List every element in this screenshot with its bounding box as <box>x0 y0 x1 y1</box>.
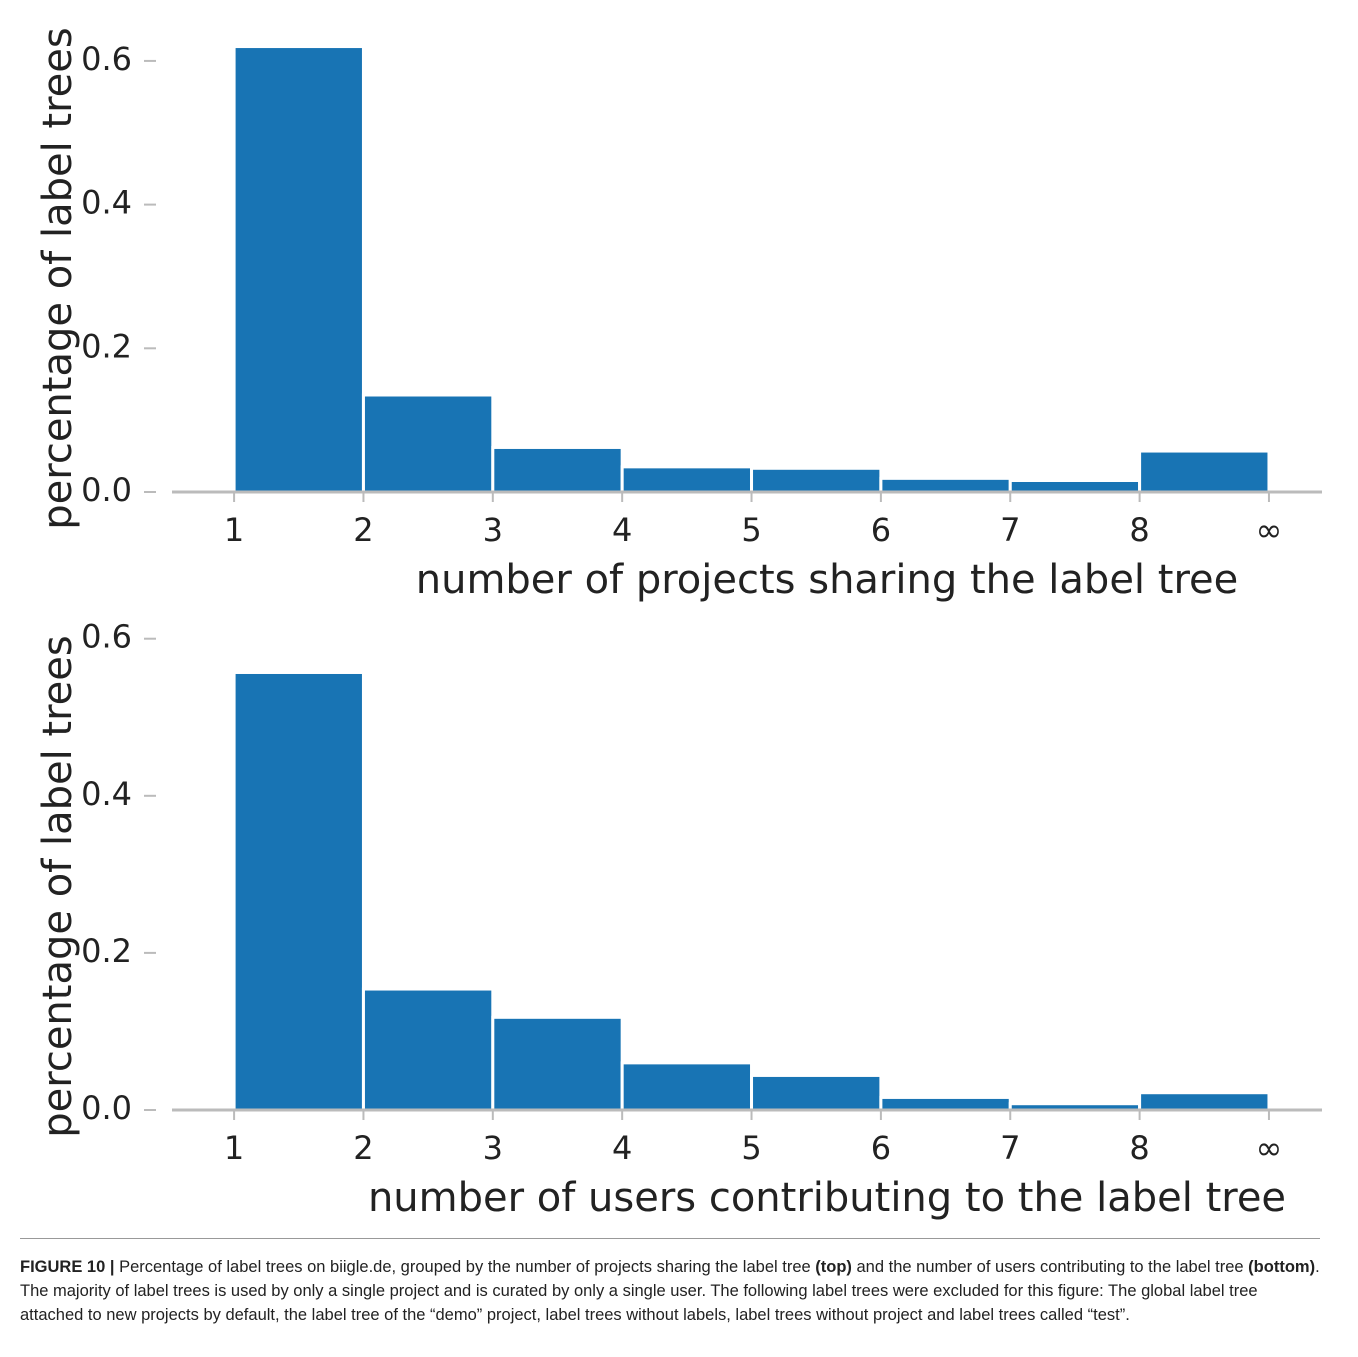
bar <box>232 45 365 494</box>
x-tick-label: 4 <box>612 1129 632 1167</box>
x-tick-label: ∞ <box>1256 1129 1283 1167</box>
caption: FIGURE 10 | Percentage of label trees on… <box>20 1238 1320 1327</box>
bar <box>1138 1091 1271 1112</box>
y-tick-label: 0.4 <box>81 775 132 813</box>
x-tick-label: 3 <box>483 511 503 549</box>
x-tick-label: 3 <box>483 1129 503 1167</box>
y-axis-label: percentage of label trees <box>35 635 81 1137</box>
x-tick-label: ∞ <box>1256 511 1283 549</box>
bar <box>361 393 495 494</box>
y-tick-label: 0.6 <box>81 40 132 78</box>
bar <box>491 1015 624 1112</box>
bar <box>879 1095 1012 1112</box>
caption-text: Percentage of label trees on biigle.de, … <box>114 1258 816 1276</box>
figure: 0.0 0.2 0.4 0.6 1 2 3 4 5 6 7 8 ∞ number of projects … <box>35 27 1322 1221</box>
bar <box>750 466 883 494</box>
y-tick-label: 0.2 <box>81 327 132 365</box>
y-axis-label: percentage of label trees <box>35 27 81 529</box>
bar <box>1138 449 1271 494</box>
y-tick-label: 0.0 <box>81 1089 132 1127</box>
x-axis-label: number of projects sharing the label tre… <box>416 557 1238 603</box>
x-tick-label: 2 <box>353 511 373 549</box>
x-axis-label: number of users contributing to the labe… <box>368 1175 1286 1221</box>
bar <box>361 987 495 1112</box>
bar <box>750 1073 883 1112</box>
x-tick-label: 8 <box>1129 1129 1149 1167</box>
x-tick-label: 5 <box>741 511 761 549</box>
y-tick-label: 0.2 <box>81 932 132 970</box>
x-tick-label: 6 <box>871 511 891 549</box>
x-tick-label: 4 <box>612 511 632 549</box>
x-tick-label: 1 <box>224 511 244 549</box>
y-tick-label: 0.6 <box>81 618 132 656</box>
bar <box>620 465 754 494</box>
x-tick-label: 7 <box>1000 1129 1020 1167</box>
bar <box>232 670 365 1112</box>
x-tick-label: 8 <box>1129 511 1149 549</box>
bar <box>1008 479 1142 494</box>
x-tick-label: 6 <box>871 1129 891 1167</box>
bar <box>879 476 1012 494</box>
caption-bold: (top) <box>815 1258 852 1276</box>
y-tick-label: 0.0 <box>81 471 132 509</box>
bar <box>620 1061 754 1112</box>
x-tick-label: 1 <box>224 1129 244 1167</box>
caption-label: FIGURE 10 | <box>20 1258 115 1276</box>
y-tick-label: 0.4 <box>81 184 132 222</box>
x-tick-label: 7 <box>1000 511 1020 549</box>
x-tick-label: 5 <box>741 1129 761 1167</box>
caption-bold: (bottom) <box>1248 1258 1316 1276</box>
bar <box>491 445 624 494</box>
x-tick-label: 2 <box>353 1129 373 1167</box>
caption-text: . The majority of label trees is used by… <box>20 1258 1320 1324</box>
caption-text: and the number of users contributing to … <box>851 1258 1249 1276</box>
